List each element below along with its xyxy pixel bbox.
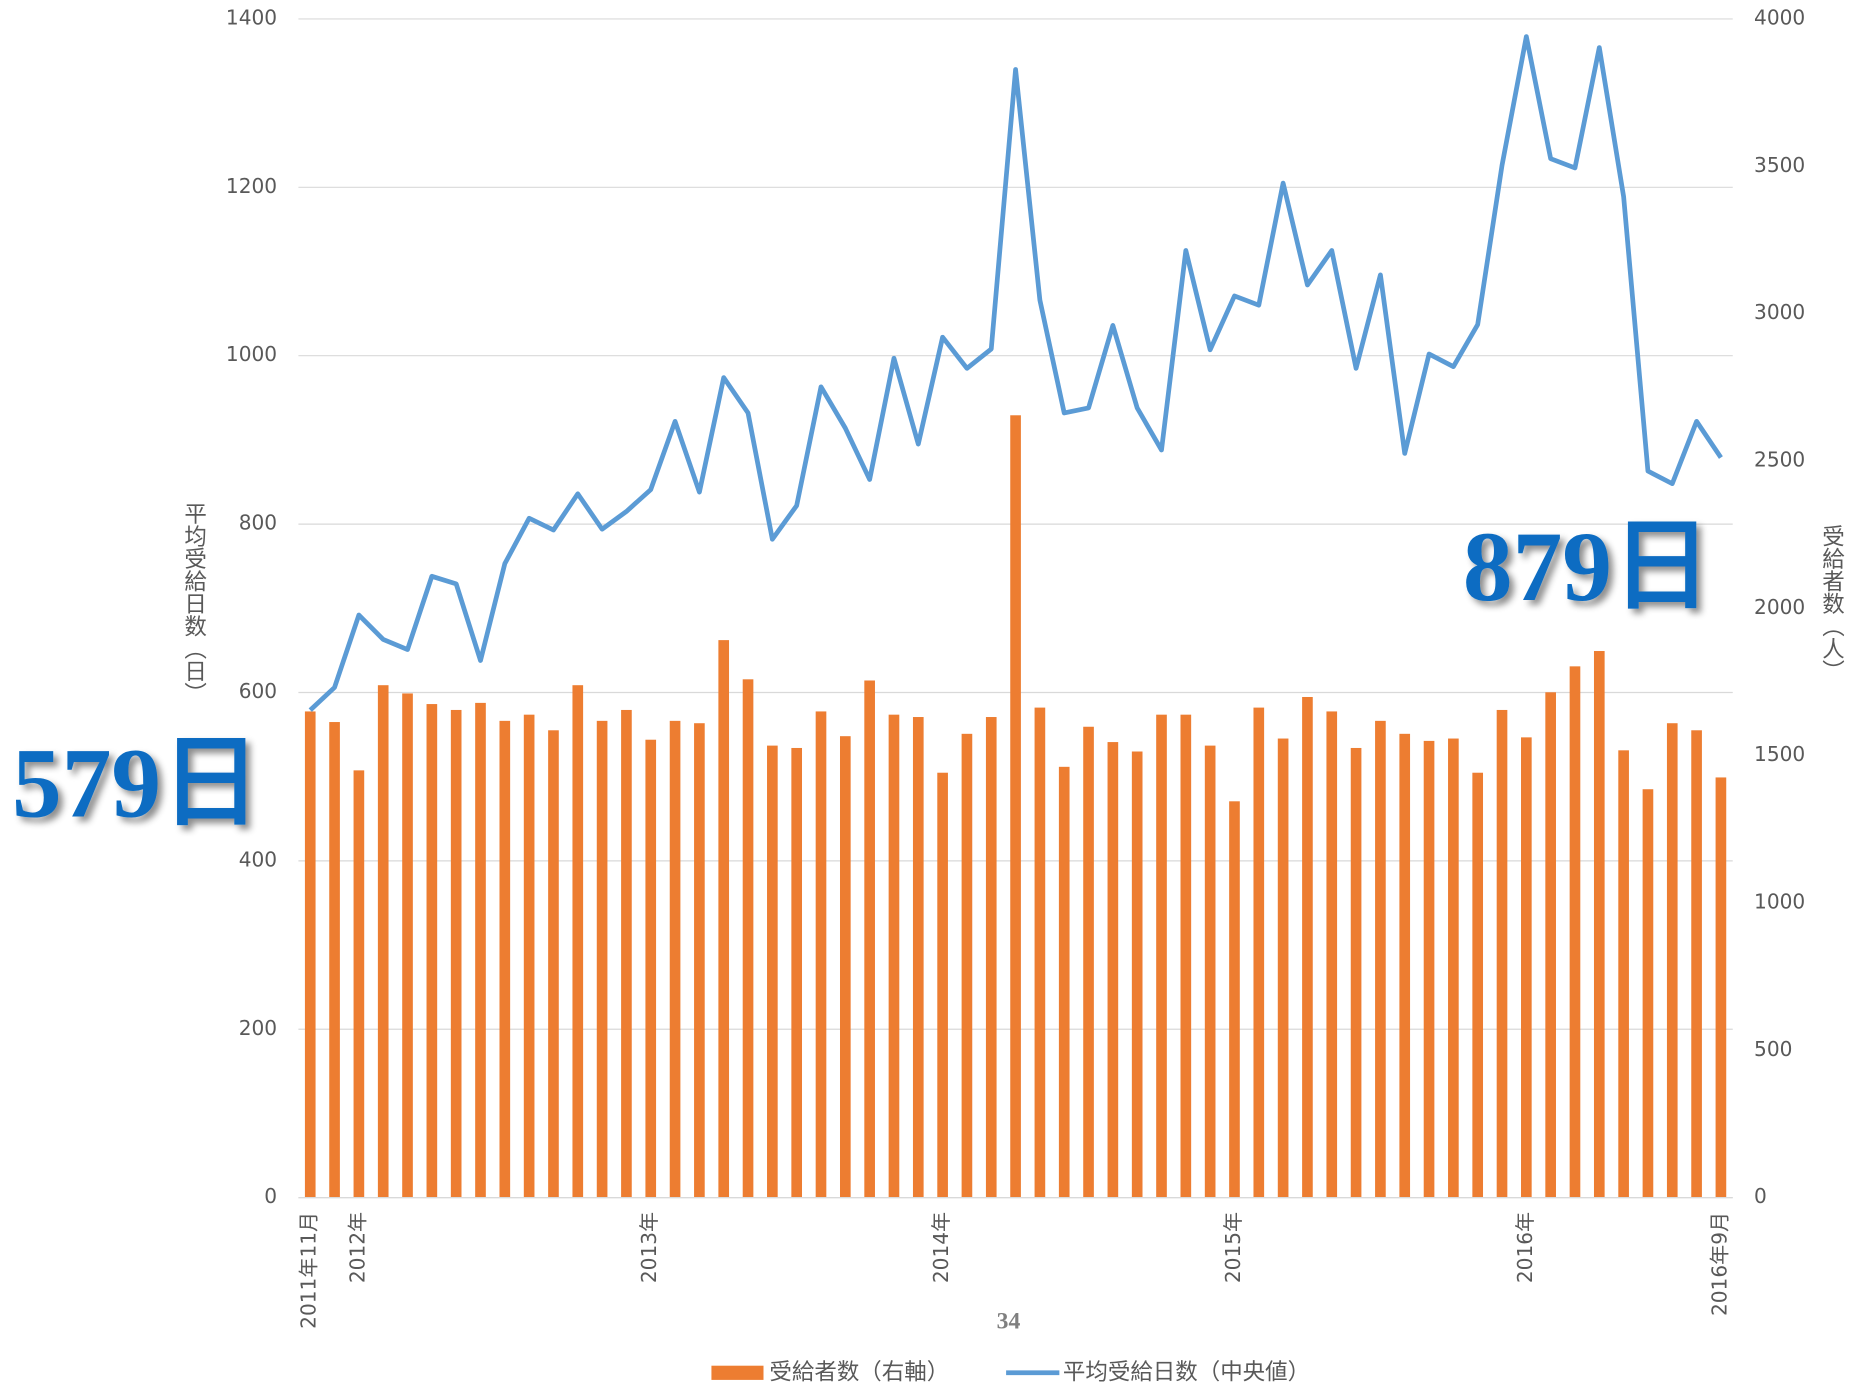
bar [1204, 745, 1216, 1198]
y-tick-label: 0 [264, 1184, 277, 1208]
annotation: 879日 [1463, 511, 1711, 622]
y2-tick-label: 3000 [1754, 300, 1805, 324]
y-axis-label: 平均受給日数（日） [181, 502, 207, 704]
bar [1083, 726, 1094, 1198]
bar [767, 745, 778, 1198]
bar [475, 702, 486, 1198]
bar [499, 720, 511, 1198]
y2-tick-label: 4000 [1754, 5, 1805, 29]
bar [1472, 772, 1484, 1198]
bar [961, 733, 973, 1198]
bar [572, 685, 584, 1198]
page-number: 34 [997, 1309, 1021, 1335]
bar [742, 679, 754, 1198]
bar [596, 720, 608, 1198]
line [308, 34, 1723, 712]
bar [985, 717, 997, 1198]
bar [1350, 747, 1362, 1198]
y-tick-label: 1000 [226, 342, 277, 366]
bar [1691, 730, 1702, 1198]
legend-swatch [711, 1365, 764, 1380]
y-tick-label: 400 [239, 847, 277, 871]
bar [1593, 651, 1605, 1198]
bar [450, 709, 462, 1198]
bar [1229, 801, 1240, 1198]
bar [1277, 738, 1289, 1198]
y-tick-label: 600 [239, 679, 277, 703]
y2-tick-label: 500 [1754, 1037, 1792, 1061]
x-tick-label: 2011年11月 [297, 1212, 321, 1329]
bar [1715, 777, 1727, 1198]
bar [1010, 415, 1021, 1198]
bar [694, 723, 705, 1198]
y2-tick-label: 0 [1754, 1184, 1767, 1208]
legend-label: 受給者数（右軸） [769, 1359, 949, 1385]
x-tick-label: 2015年 [1221, 1212, 1245, 1283]
bar [426, 704, 438, 1198]
bar [937, 772, 948, 1198]
y-tick-label: 200 [239, 1016, 277, 1040]
bar [1521, 737, 1532, 1198]
bar [839, 736, 851, 1198]
bar [621, 709, 632, 1198]
bar [548, 730, 559, 1198]
bar [1423, 740, 1435, 1198]
y2-tick-label: 2000 [1754, 595, 1805, 619]
bar [1399, 733, 1411, 1198]
bar [1180, 714, 1192, 1198]
bar [353, 770, 365, 1198]
bar [1058, 766, 1070, 1198]
y2-axis-label: 受給者数（人） [1818, 525, 1844, 683]
legend-label: 平均受給日数（中央値） [1063, 1359, 1310, 1385]
bar [1156, 714, 1167, 1198]
x-tick-label: 2016年 [1513, 1212, 1537, 1283]
x-tick-label: 2016年9月 [1707, 1212, 1731, 1316]
x-tick-label: 2013年 [637, 1212, 661, 1283]
annotation: 579日 [12, 728, 260, 839]
bar [1496, 709, 1508, 1198]
bar [645, 739, 657, 1198]
y-tick-label: 1200 [226, 174, 277, 198]
bar [1131, 751, 1143, 1198]
bar [1618, 750, 1629, 1198]
bar [1545, 692, 1556, 1198]
y2-tick-label: 1500 [1754, 742, 1805, 766]
bar [718, 640, 730, 1198]
bar [1375, 720, 1386, 1198]
bar [1569, 666, 1581, 1198]
bar [1107, 742, 1119, 1198]
bar [523, 714, 535, 1198]
bar [1302, 696, 1313, 1198]
y-tick-label: 1400 [226, 5, 277, 29]
bar [669, 720, 681, 1198]
bar [1034, 707, 1046, 1198]
y2-tick-label: 2500 [1754, 447, 1805, 471]
bar [912, 717, 924, 1198]
bar [377, 685, 389, 1198]
x-tick-label: 2014年 [929, 1212, 953, 1283]
y2-tick-label: 1000 [1754, 889, 1805, 913]
bar [1642, 789, 1654, 1198]
bar [1448, 738, 1459, 1198]
bar [1666, 723, 1678, 1198]
bar [402, 693, 413, 1198]
bar [1326, 711, 1338, 1198]
y-tick-label: 800 [239, 511, 277, 535]
bar [329, 722, 340, 1198]
bar [791, 747, 803, 1198]
bar [304, 711, 316, 1198]
bar [815, 711, 827, 1198]
y2-tick-label: 3500 [1754, 153, 1805, 177]
bar [888, 714, 900, 1198]
bar [1253, 707, 1265, 1198]
x-tick-label: 2012年 [345, 1212, 369, 1283]
bar [864, 680, 875, 1198]
